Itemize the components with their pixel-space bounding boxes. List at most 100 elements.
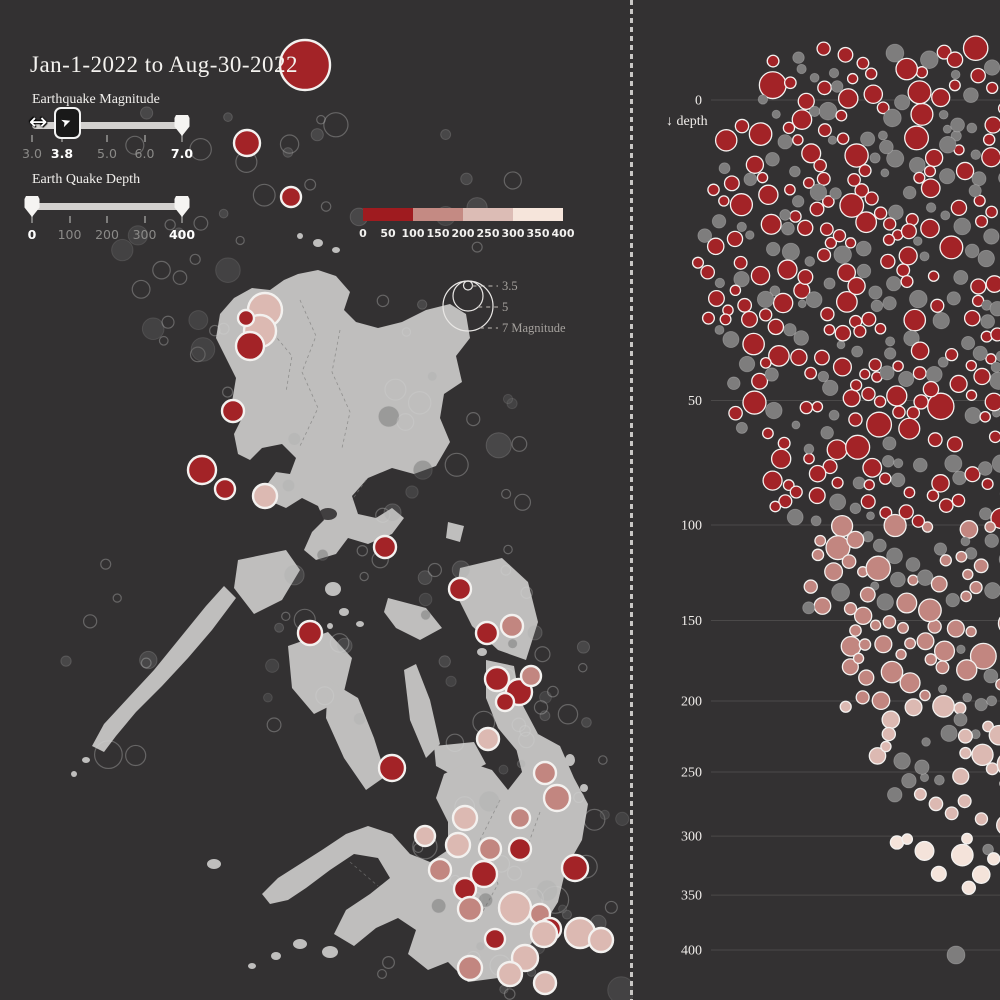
swarm-bubble[interactable] — [890, 472, 906, 488]
swarm-bubble[interactable] — [877, 130, 888, 141]
swarm-bubble[interactable] — [955, 550, 968, 563]
filtered-quake-bubble[interactable] — [323, 112, 349, 138]
swarm-bubble[interactable] — [742, 332, 765, 356]
swarm-bubble[interactable] — [888, 204, 904, 221]
filtered-quake-bubble[interactable] — [336, 637, 353, 654]
swarm-bubble[interactable] — [900, 274, 914, 289]
swarm-bubble[interactable] — [786, 508, 804, 526]
filtered-quake-bubble[interactable] — [578, 662, 588, 673]
swarm-bubble[interactable] — [762, 470, 783, 491]
swarm-bubble[interactable] — [772, 292, 794, 314]
swarm-bubble[interactable] — [963, 309, 981, 327]
swarm-bubble[interactable] — [886, 275, 902, 292]
swarm-bubble[interactable] — [946, 291, 961, 306]
swarm-bubble[interactable] — [734, 118, 750, 134]
swarm-bubble[interactable] — [916, 569, 934, 586]
swarm-bubble[interactable] — [912, 457, 928, 473]
swarm-bubble[interactable] — [996, 752, 1000, 777]
earthquake-bubble[interactable] — [236, 308, 256, 328]
swarm-bubble[interactable] — [908, 156, 926, 174]
swarm-bubble[interactable] — [718, 195, 730, 207]
swarm-bubble[interactable] — [855, 211, 878, 234]
swarm-bubble[interactable] — [932, 694, 955, 718]
swarm-bubble[interactable] — [745, 230, 755, 240]
swarm-bubble[interactable] — [862, 457, 883, 478]
swarm-bubble[interactable] — [944, 347, 959, 362]
earthquake-bubble[interactable] — [377, 753, 407, 783]
swarm-bubble[interactable] — [886, 385, 908, 407]
swarm-bubble[interactable] — [880, 168, 890, 178]
swarm-bubble[interactable] — [881, 454, 895, 468]
swarm-bubble[interactable] — [983, 59, 1000, 76]
filtered-quake-bubble[interactable] — [131, 279, 151, 299]
swarm-bubble[interactable] — [977, 461, 993, 476]
filtered-quake-bubble[interactable] — [427, 562, 442, 578]
filtered-quake-bubble[interactable] — [533, 700, 549, 715]
swarm-bubble[interactable] — [723, 175, 740, 192]
filtered-quake-bubble[interactable] — [161, 315, 175, 329]
filtered-quake-bubble[interactable] — [471, 241, 483, 253]
swarm-bubble[interactable] — [791, 109, 813, 130]
swarm-bubble[interactable] — [789, 210, 802, 223]
filtered-quake-bubble[interactable] — [164, 219, 176, 231]
swarm-bubble[interactable] — [808, 487, 826, 505]
swarm-bubble[interactable] — [904, 698, 923, 717]
swarm-bubble[interactable] — [973, 194, 986, 207]
swarm-bubble[interactable] — [910, 341, 930, 361]
swarm-bubble[interactable] — [832, 228, 847, 243]
swarm-bubble[interactable] — [760, 213, 782, 235]
swarm-bubble[interactable] — [820, 306, 835, 322]
swarm-bubble[interactable] — [953, 217, 972, 236]
swarm-bubble[interactable] — [974, 697, 988, 712]
swarm-bubble[interactable] — [802, 176, 815, 189]
swarm-bubble[interactable] — [970, 278, 987, 295]
swarm-bubble[interactable] — [829, 187, 842, 200]
swarm-bubble[interactable] — [959, 746, 972, 760]
filtered-quake-bubble[interactable] — [190, 337, 216, 362]
swarm-bubble[interactable] — [714, 324, 725, 335]
filtered-quake-bubble[interactable] — [466, 411, 481, 427]
swarm-bubble[interactable] — [802, 601, 816, 615]
swarm-bubble[interactable] — [885, 43, 905, 63]
swarm-bubble[interactable] — [930, 865, 947, 882]
swarm-bubble[interactable] — [864, 191, 879, 206]
swarm-bubble[interactable] — [990, 361, 1000, 373]
slider-handle[interactable] — [174, 115, 190, 136]
swarm-bubble[interactable] — [961, 336, 976, 351]
swarm-bubble[interactable] — [756, 290, 775, 308]
swarm-bubble[interactable] — [971, 171, 987, 187]
swarm-bubble[interactable] — [893, 458, 904, 469]
earthquake-bubble[interactable] — [494, 691, 516, 713]
swarm-bubble[interactable] — [854, 183, 870, 198]
swarm-bubble[interactable] — [964, 466, 981, 483]
filtered-quake-bubble[interactable] — [440, 129, 452, 140]
swarm-bubble[interactable] — [803, 579, 818, 594]
filtered-quake-bubble[interactable] — [503, 544, 513, 555]
swarm-bubble[interactable] — [835, 109, 848, 122]
swarm-bubble[interactable] — [831, 476, 844, 489]
swarm-bubble[interactable] — [884, 347, 897, 360]
filtered-quake-bubble[interactable] — [573, 791, 585, 804]
swarm-bubble[interactable] — [797, 219, 814, 237]
swarm-bubble[interactable] — [914, 759, 930, 775]
filtered-quake-bubble[interactable] — [599, 809, 610, 820]
swarm-bubble[interactable] — [833, 245, 852, 264]
swarm-bubble[interactable] — [948, 79, 961, 92]
swarm-bubble[interactable] — [946, 51, 964, 69]
swarm-bubble[interactable] — [880, 660, 904, 684]
swarm-bubble[interactable] — [714, 277, 726, 289]
filtered-quake-bubble[interactable] — [405, 485, 419, 499]
swarm-bubble[interactable] — [844, 143, 869, 168]
swarm-bubble[interactable] — [985, 762, 999, 776]
swarm-bubble[interactable] — [939, 168, 956, 185]
filtered-quake-bubble[interactable] — [112, 593, 122, 603]
swarm-bubble[interactable] — [907, 574, 919, 586]
filtered-quake-bubble[interactable] — [541, 885, 570, 914]
swarm-bubble[interactable] — [931, 474, 950, 493]
swarm-bubble[interactable] — [869, 152, 881, 164]
filtered-quake-bubble[interactable] — [223, 112, 233, 122]
swarm-bubble[interactable] — [771, 109, 781, 119]
swarm-bubble[interactable] — [876, 593, 894, 611]
swarm-bubble[interactable] — [761, 427, 774, 440]
filtered-quake-bubble[interactable] — [581, 717, 592, 728]
